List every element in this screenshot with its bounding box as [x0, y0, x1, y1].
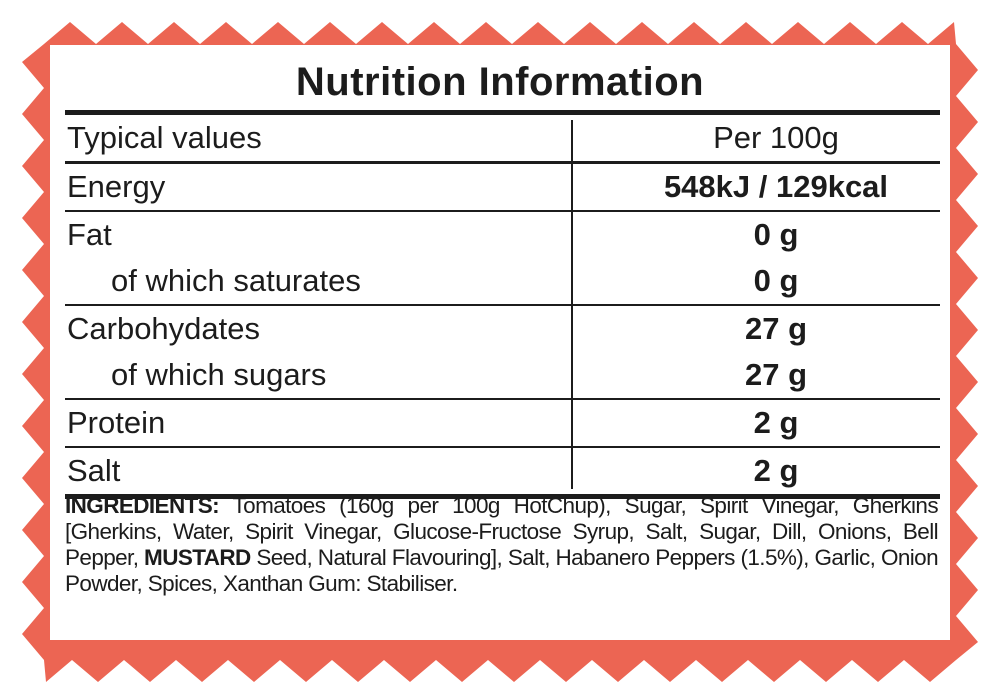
- allergen: MUSTARD: [144, 545, 251, 570]
- row-label: Energy: [67, 169, 166, 204]
- row-label: Salt: [67, 453, 121, 488]
- row-value: 2 g: [753, 405, 799, 440]
- table-row: Protein 2 g: [65, 400, 940, 446]
- ingredients-list: Seed, Natural Flavouring], Salt, Habaner…: [65, 545, 939, 596]
- table-row: Energy 548kJ / 129kcal: [65, 164, 940, 210]
- divider: [65, 161, 940, 164]
- header-value: Per 100g: [713, 120, 839, 155]
- table-row: of which sugars 27 g: [65, 352, 940, 398]
- nutrition-table: Typical values Per 100g Energy 548kJ / 12…: [65, 110, 940, 499]
- row-label: Carbohydates: [67, 311, 261, 346]
- divider: [65, 110, 940, 115]
- row-value: 27 g: [744, 357, 808, 392]
- ingredients-text: INGREDIENTS: Tomatoes (160g per 100g Hot…: [65, 493, 939, 597]
- row-label: of which sugars: [111, 357, 327, 392]
- divider: [65, 446, 940, 448]
- divider: [65, 494, 940, 499]
- table-row: of which saturates 0 g: [65, 258, 940, 304]
- ingredients-heading: INGREDIENTS:: [65, 493, 220, 518]
- row-value: 548kJ / 129kcal: [663, 169, 889, 204]
- table-header: Typical values Per 100g: [65, 115, 940, 161]
- ingredients-list: Tomatoes (160g per 100g HotChup), Sugar,…: [65, 493, 939, 570]
- row-value: 27 g: [744, 311, 808, 346]
- table-row: Fat 0 g: [65, 212, 940, 258]
- row-value: 0 g: [753, 263, 799, 298]
- header-label: Typical values: [67, 120, 262, 155]
- label-panel: [50, 45, 950, 640]
- divider: [65, 304, 940, 306]
- row-value: 0 g: [753, 217, 799, 252]
- divider: [65, 398, 940, 400]
- column-divider: [571, 120, 573, 489]
- divider: [65, 210, 940, 212]
- row-label: Protein: [67, 405, 166, 440]
- table-row: Salt 2 g: [65, 448, 940, 494]
- row-value: 2 g: [753, 453, 799, 488]
- table-row: Carbohydates 27 g: [65, 306, 940, 352]
- row-label: Fat: [67, 217, 112, 252]
- page-title: Nutrition Information: [295, 60, 705, 104]
- row-label: of which saturates: [111, 263, 361, 298]
